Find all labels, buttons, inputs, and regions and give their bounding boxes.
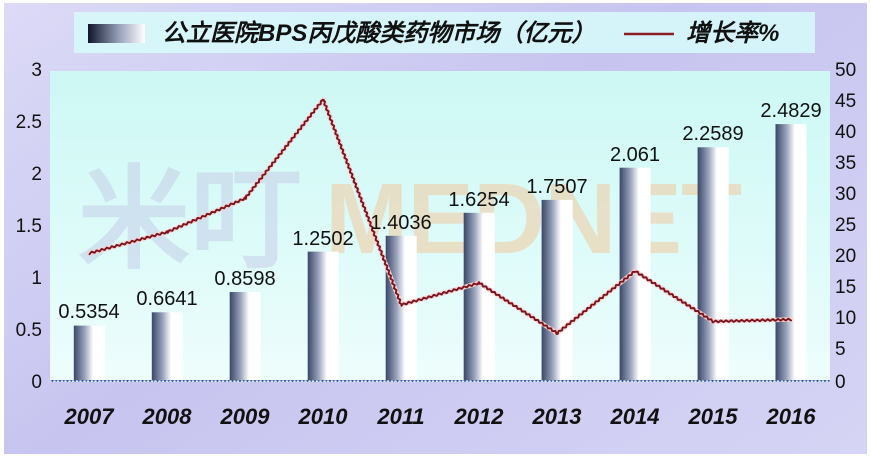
svg-text:2013: 2013	[532, 404, 582, 429]
svg-text:1.5: 1.5	[16, 216, 42, 237]
svg-text:50: 50	[835, 60, 856, 81]
svg-text:0.8598: 0.8598	[214, 268, 275, 290]
svg-text:0.5: 0.5	[16, 320, 42, 341]
svg-text:35: 35	[835, 153, 856, 174]
svg-text:1.7507: 1.7507	[526, 176, 587, 198]
svg-text:1.2502: 1.2502	[292, 228, 353, 250]
svg-text:15: 15	[835, 277, 856, 298]
svg-text:2009: 2009	[220, 404, 271, 429]
svg-text:0: 0	[835, 372, 846, 393]
svg-text:1.6254: 1.6254	[448, 189, 509, 211]
svg-text:20: 20	[835, 246, 856, 267]
svg-text:2: 2	[31, 164, 42, 185]
svg-text:2.2589: 2.2589	[682, 123, 743, 145]
svg-text:2008: 2008	[142, 404, 193, 429]
svg-text:2016: 2016	[766, 404, 817, 429]
svg-text:3: 3	[31, 60, 42, 81]
svg-text:2.5: 2.5	[16, 112, 42, 133]
svg-text:1.4036: 1.4036	[370, 212, 431, 234]
svg-text:40: 40	[835, 122, 856, 143]
svg-text:2010: 2010	[298, 404, 349, 429]
svg-text:2007: 2007	[64, 404, 116, 429]
svg-text:45: 45	[835, 91, 856, 112]
svg-text:0: 0	[31, 372, 42, 393]
svg-text:公立医院BPS丙戊酸类药物市场（亿元）: 公立医院BPS丙戊酸类药物市场（亿元）	[162, 19, 595, 47]
svg-text:10: 10	[835, 308, 856, 329]
svg-text:增长率%: 增长率%	[686, 20, 779, 47]
svg-text:25: 25	[835, 215, 856, 236]
svg-text:1: 1	[31, 268, 42, 289]
svg-text:米叮: 米叮	[78, 157, 302, 282]
svg-text:2.4829: 2.4829	[760, 100, 821, 122]
svg-text:5: 5	[835, 339, 846, 360]
svg-text:2014: 2014	[610, 404, 660, 429]
svg-text:30: 30	[835, 184, 856, 205]
svg-text:2015: 2015	[688, 404, 739, 429]
svg-text:0.5354: 0.5354	[58, 301, 119, 323]
svg-text:2012: 2012	[454, 404, 505, 429]
svg-text:0.6641: 0.6641	[136, 288, 197, 310]
svg-text:2.061: 2.061	[610, 144, 660, 166]
svg-text:2011: 2011	[376, 404, 424, 429]
